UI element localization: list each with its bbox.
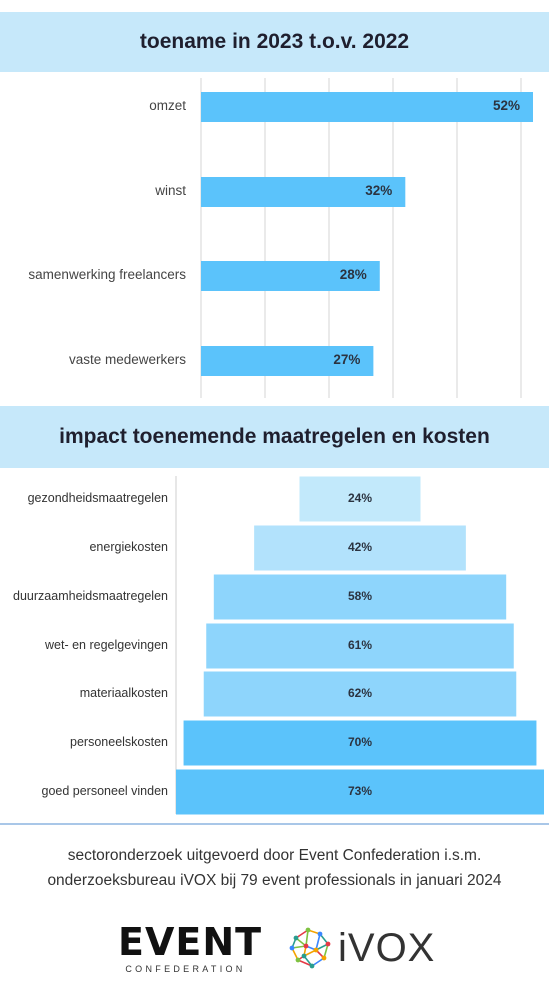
chart1-category-label: winst bbox=[155, 183, 186, 198]
ivox-network-edge bbox=[305, 929, 309, 947]
event-logo-word: EVENT bbox=[118, 920, 263, 964]
ivox-network-node bbox=[301, 953, 307, 959]
chart1-category-label: vaste medewerkers bbox=[68, 352, 186, 367]
chart2-value-label: 62% bbox=[347, 686, 373, 700]
chart1-category-label: omzet bbox=[149, 98, 186, 113]
ivox-network-edge bbox=[297, 959, 313, 967]
chart2-category-label: wet- en regelgevingen bbox=[45, 638, 168, 652]
ivox-network-node bbox=[321, 955, 327, 961]
chart2-title: impact toenemende maatregelen en kosten bbox=[0, 406, 549, 468]
ivox-logo-word: iVOX bbox=[338, 926, 436, 970]
chart2-category-label: duurzaamheidsmaatregelen bbox=[13, 589, 168, 603]
chart2-bar-duurzaamheidsmaatregelen bbox=[213, 574, 507, 620]
chart2-bar-wet-en-regelgevingen bbox=[206, 623, 514, 669]
ivox-network-node bbox=[305, 927, 311, 933]
chart1-bar-samenwerking-freelancers bbox=[201, 261, 380, 291]
footer-line-2: onderzoeksbureau iVOX bij 79 event profe… bbox=[47, 872, 502, 889]
chart2-bar-materiaalkosten bbox=[203, 671, 517, 717]
chart2-value-label: 73% bbox=[347, 784, 373, 798]
ivox-network-edge bbox=[323, 943, 329, 959]
ivox-network-node bbox=[303, 943, 309, 949]
event-logo-subtitle: CONFEDERATION bbox=[125, 964, 246, 974]
chart1-bar-winst bbox=[201, 177, 406, 207]
chart1-value-label: 27% bbox=[333, 352, 361, 367]
chart1-value-label: 52% bbox=[492, 98, 520, 113]
chart2-category-label: energiekosten bbox=[89, 540, 168, 554]
chart1-value-label: 32% bbox=[365, 183, 393, 198]
chart2-value-label: 70% bbox=[347, 735, 373, 749]
ivox-network-edge bbox=[295, 929, 309, 939]
ivox-network-edge bbox=[311, 957, 325, 967]
chart2-category-label: materiaalkosten bbox=[79, 686, 168, 700]
chart2-bar-goed-personeel-vinden bbox=[176, 769, 544, 815]
ivox-network-node bbox=[313, 947, 319, 953]
chart2-bar-personeelskosten bbox=[183, 720, 537, 766]
ivox-network-edge bbox=[315, 933, 321, 951]
chart2-value-label: 58% bbox=[347, 589, 373, 603]
chart2-category-label: gezondheidsmaatregelen bbox=[27, 491, 168, 505]
chart2-bar-energiekosten bbox=[254, 525, 466, 571]
chart1-category-label: samenwerking freelancers bbox=[28, 267, 186, 282]
chart1-bar-vaste-medewerkers bbox=[201, 346, 374, 376]
ivox-logo: iVOX bbox=[286, 924, 446, 974]
ivox-network-node bbox=[309, 963, 315, 969]
ivox-network-node bbox=[325, 941, 331, 947]
chart1-bar-omzet bbox=[201, 92, 533, 122]
chart2-category-label: goed personeel vinden bbox=[41, 784, 169, 798]
chart2-value-label: 42% bbox=[347, 540, 373, 554]
chart2-category-label: personeelskosten bbox=[70, 735, 168, 749]
footer-text: sectoronderzoek uitgevoerd door Event Co… bbox=[0, 843, 549, 893]
chart2-value-label: 61% bbox=[347, 638, 373, 652]
ivox-network-node bbox=[317, 931, 323, 937]
chart1-title: toename in 2023 t.o.v. 2022 bbox=[0, 12, 549, 72]
footer-divider bbox=[0, 823, 549, 825]
chart2-bar-gezondheidsmaatregelen bbox=[299, 476, 421, 522]
event-confederation-logo: EVENT CONFEDERATION bbox=[118, 920, 263, 974]
ivox-network-node bbox=[295, 957, 301, 963]
ivox-network-node bbox=[289, 945, 295, 951]
chart1-value-label: 28% bbox=[339, 267, 367, 282]
chart1-plot bbox=[200, 78, 533, 398]
footer-line-1: sectoronderzoek uitgevoerd door Event Co… bbox=[67, 847, 482, 864]
chart2-plot bbox=[175, 476, 544, 815]
ivox-network-icon bbox=[289, 927, 331, 969]
ivox-network-node bbox=[293, 935, 299, 941]
chart2-value-label: 24% bbox=[347, 491, 373, 505]
